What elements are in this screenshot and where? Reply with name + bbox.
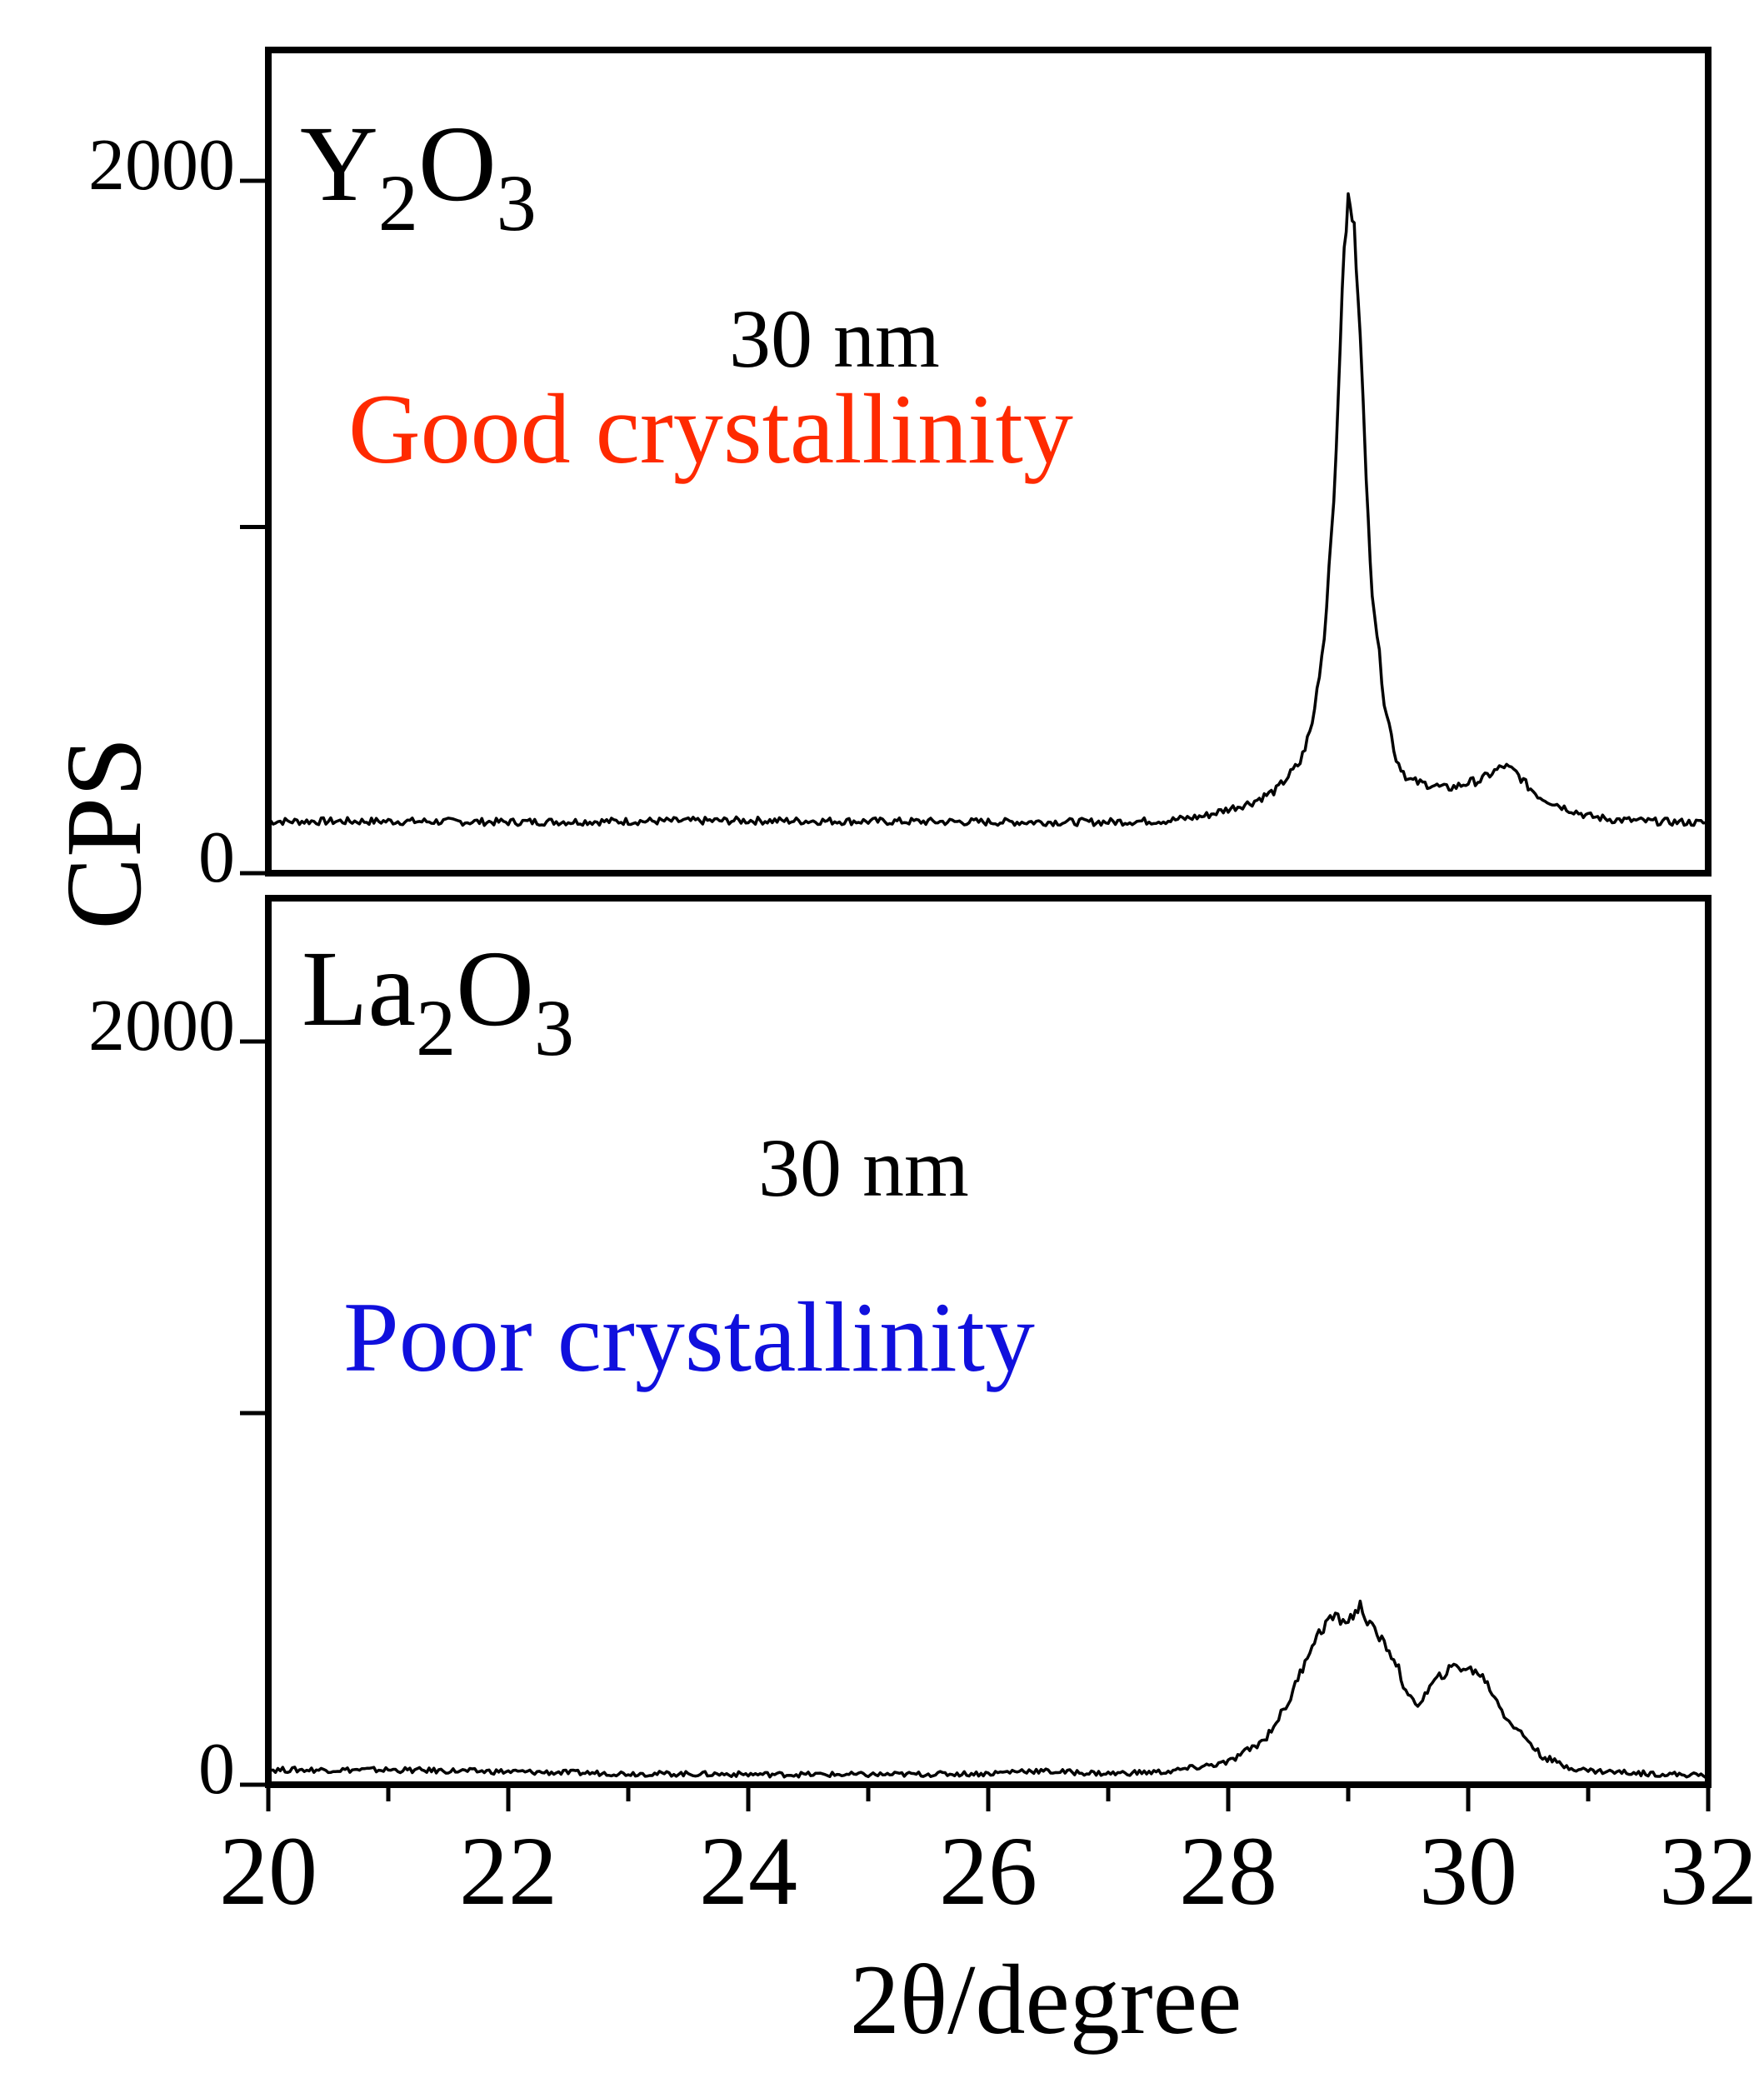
top-diffraction-line — [267, 192, 1709, 827]
x-tick-label-32: 32 — [1659, 1816, 1757, 1926]
bottom-quality-label: Poor crystallinity — [343, 1281, 1035, 1392]
bottom-size-label: 30 nm — [758, 1121, 969, 1214]
x-axis-label: 2θ/degree — [850, 1944, 1242, 2055]
top-sample-label: Y2O3 — [300, 104, 537, 247]
bottom-y-axis-ticks: 0 2000 — [88, 986, 268, 1810]
x-tick-label-22: 22 — [459, 1816, 557, 1926]
x-tick-label-24: 24 — [699, 1816, 797, 1926]
top-y-tick-label-2000: 2000 — [88, 125, 235, 206]
bottom-y-tick-label-0: 0 — [198, 1729, 235, 1810]
top-quality-label: Good crystallinity — [348, 373, 1073, 484]
y-axis-label: CPS — [44, 737, 164, 929]
top-y-axis-ticks: 0 2000 — [88, 125, 268, 898]
top-y-tick-label-0: 0 — [198, 817, 235, 898]
top-size-label: 30 nm — [729, 292, 940, 385]
x-tick-label-20: 20 — [219, 1816, 317, 1926]
top-panel: 0 2000 Y2O3 30 nm Good crystallinity — [88, 47, 1712, 898]
x-tick-label-26: 26 — [939, 1816, 1037, 1926]
x-tick-label-28: 28 — [1179, 1816, 1277, 1926]
bottom-diffraction-line — [267, 1599, 1710, 1780]
bottom-y-tick-label-2000: 2000 — [88, 986, 235, 1066]
bottom-panel: 0 2000 20 22 24 26 28 30 32 La2O3 30 nm Poor cr… — [88, 895, 1757, 1926]
top-plot-frame — [265, 47, 1712, 877]
x-tick-label-30: 30 — [1419, 1816, 1517, 1926]
bottom-sample-label: La2O3 — [302, 929, 574, 1072]
x-axis-ticks: 20 22 24 26 28 30 32 — [219, 1785, 1757, 1926]
